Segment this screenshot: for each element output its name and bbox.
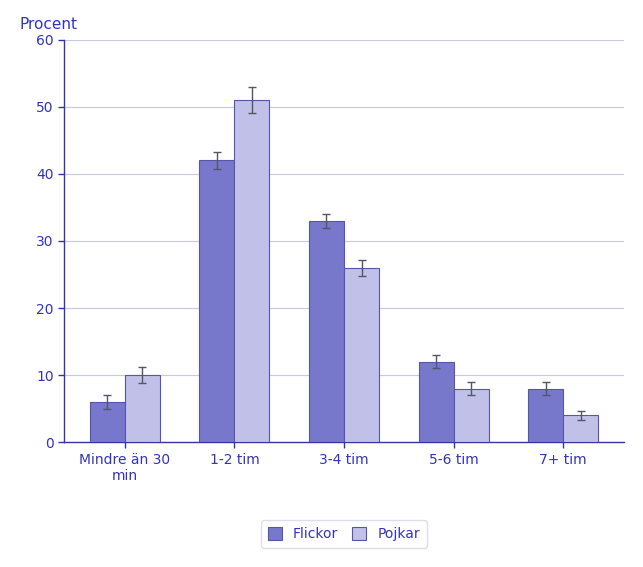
Bar xyxy=(563,416,598,442)
Legend: Flickor, Pojkar: Flickor, Pojkar xyxy=(261,520,427,548)
Bar xyxy=(309,221,344,442)
Bar xyxy=(344,268,379,442)
Bar xyxy=(235,100,269,442)
Bar xyxy=(453,388,489,442)
Bar xyxy=(199,160,235,442)
Bar xyxy=(125,375,160,442)
Text: Procent: Procent xyxy=(19,16,78,32)
Bar xyxy=(419,362,453,442)
Bar xyxy=(528,388,563,442)
Bar xyxy=(90,402,125,442)
